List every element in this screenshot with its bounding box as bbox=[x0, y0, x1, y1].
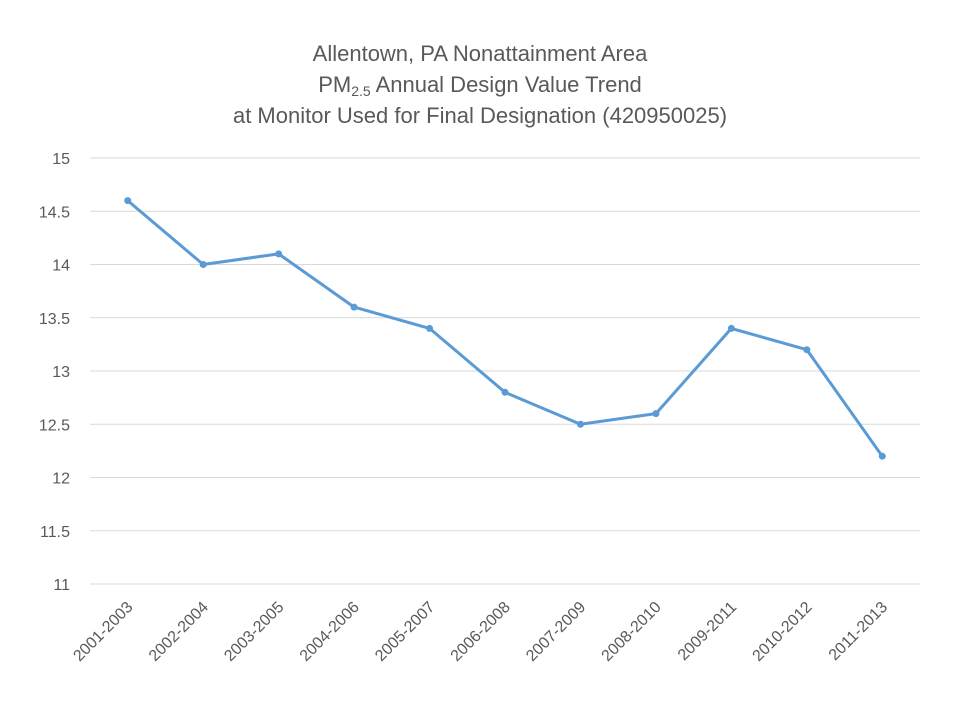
x-tick-label: 2005-2007 bbox=[372, 599, 438, 665]
y-tick-label: 14.5 bbox=[39, 204, 70, 221]
data-point bbox=[124, 197, 132, 205]
y-tick-label: 11 bbox=[53, 577, 70, 594]
x-tick-label: 2001-2003 bbox=[70, 599, 136, 665]
series-layer bbox=[124, 197, 886, 460]
data-point bbox=[803, 346, 811, 354]
x-tick-label: 2009-2011 bbox=[675, 599, 740, 664]
y-tick-label: 14 bbox=[52, 258, 70, 275]
x-axis-tick-labels: 2001-2003 2002-2004 2003-2005 2004-2006 2005… bbox=[70, 599, 891, 665]
chart-title: Allentown, PA Nonattainment Area PM2.5 A… bbox=[0, 38, 960, 131]
data-point bbox=[576, 420, 584, 428]
data-point bbox=[878, 452, 886, 460]
chart-title-line-3: at Monitor Used for Final Designation (4… bbox=[232, 103, 728, 128]
data-point bbox=[426, 324, 434, 332]
data-point bbox=[652, 410, 660, 418]
x-tick-label: 2011-2013 bbox=[826, 599, 891, 664]
x-tick-label: 2008-2010 bbox=[599, 599, 665, 665]
y-axis-tick-labels: 11 11.5 12 12.5 13 13.5 14 14.5 15 bbox=[39, 151, 70, 594]
chart-title-line-2: PM2.5 Annual Design Value Trend bbox=[0, 69, 960, 100]
series-line bbox=[126, 199, 884, 458]
chart-title-line-2-rest: Annual Design Value Trend bbox=[370, 72, 642, 97]
data-point bbox=[501, 388, 509, 396]
x-tick-label: 2004-2006 bbox=[297, 599, 363, 665]
chart-title-line-1: Allentown, PA Nonattainment Area bbox=[312, 41, 648, 66]
y-tick-label: 13.5 bbox=[39, 311, 70, 328]
y-tick-label: 11.5 bbox=[40, 524, 70, 541]
data-point bbox=[727, 324, 735, 332]
y-tick-label: 12 bbox=[52, 471, 70, 488]
chart-title-pm: PM bbox=[318, 72, 352, 97]
gridlines bbox=[90, 157, 920, 585]
x-tick-label: 2006-2008 bbox=[448, 599, 514, 665]
data-point bbox=[350, 303, 358, 311]
chart-title-pm-subscript: 2.5 bbox=[351, 83, 371, 99]
y-tick-label: 12.5 bbox=[39, 417, 70, 434]
x-tick-label: 2010-2012 bbox=[750, 599, 816, 665]
x-tick-label: 2002-2004 bbox=[146, 599, 212, 665]
x-tick-label: 2007-2009 bbox=[523, 599, 589, 665]
data-point bbox=[275, 250, 283, 258]
x-tick-label: 2003-2005 bbox=[221, 599, 287, 665]
data-point bbox=[199, 261, 207, 268]
y-tick-label: 15 bbox=[52, 151, 70, 168]
y-tick-label: 13 bbox=[52, 364, 70, 381]
